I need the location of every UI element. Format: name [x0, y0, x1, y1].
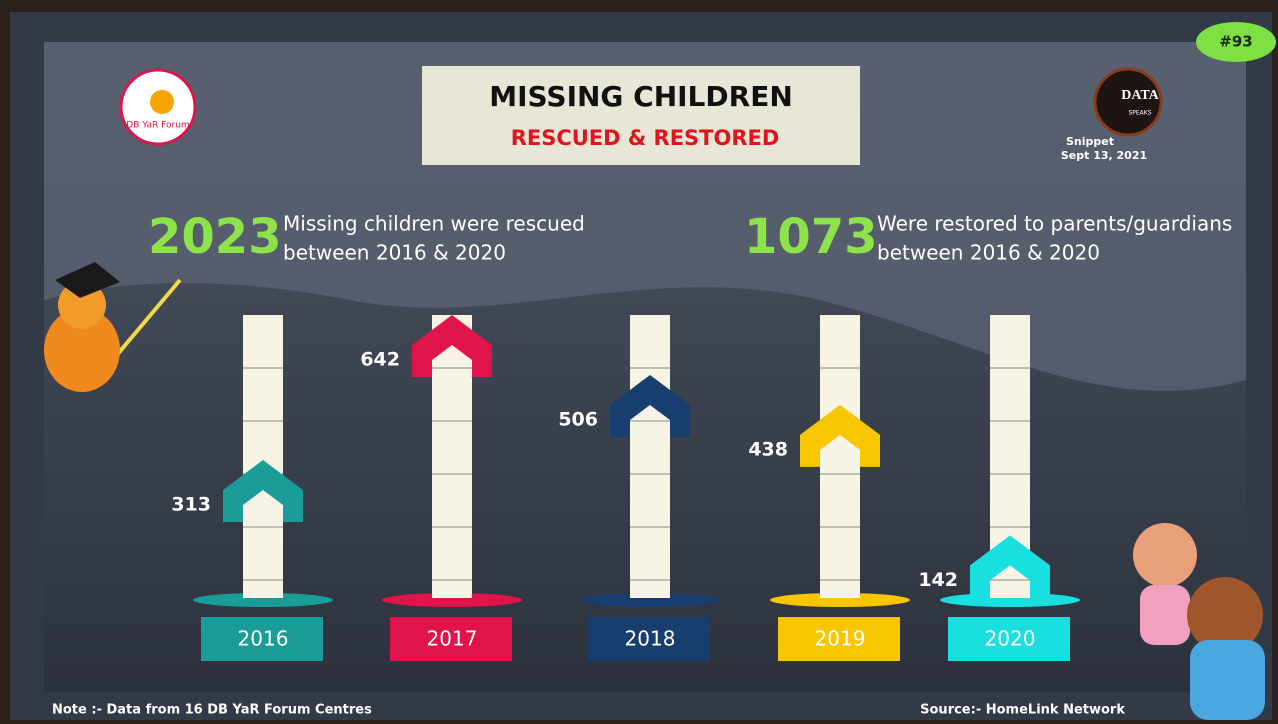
- highlight-text: between 2016 & 2020: [283, 241, 506, 265]
- year-box: [588, 617, 710, 661]
- subtitle: RESCUED & RESTORED: [511, 126, 780, 150]
- year-label: 2017: [427, 627, 478, 651]
- year-label: 2018: [625, 627, 676, 651]
- column-base: [580, 593, 720, 607]
- year-box: [390, 617, 512, 661]
- arrow: [610, 374, 690, 437]
- year-label: 2016: [238, 627, 289, 651]
- mascot: [44, 262, 182, 392]
- arrow: [412, 315, 492, 377]
- arrow: [223, 460, 303, 523]
- date: Sept 13, 2021: [1061, 149, 1147, 162]
- value-label: 313: [171, 494, 211, 516]
- snippet: Snippet: [1066, 135, 1114, 148]
- value-label: 142: [918, 569, 958, 591]
- year-box: [948, 617, 1070, 661]
- highlight-text: between 2016 & 2020: [877, 241, 1100, 265]
- logo-right: [1093, 67, 1163, 137]
- title: MISSING CHILDREN: [489, 80, 793, 113]
- badge-text: #93: [1219, 33, 1252, 51]
- highlight-text: Missing children were rescued: [283, 212, 585, 236]
- source: Source:- HomeLink Network: [920, 703, 1125, 718]
- year-label: 2019: [815, 627, 866, 651]
- logo-right-text: DATA: [1121, 88, 1159, 103]
- column-base: [382, 593, 522, 607]
- wave: [44, 42, 1246, 391]
- highlight-number: 1073: [744, 209, 878, 265]
- value-label: 506: [558, 408, 598, 430]
- logo-left-text: DB YaR Forum: [126, 121, 189, 131]
- column: [820, 315, 860, 598]
- logo-right-sub: SPEAKS: [1128, 110, 1151, 117]
- column: [243, 315, 283, 598]
- column: [630, 315, 670, 598]
- note: Note :- Data from 16 DB YaR Forum Centre…: [52, 703, 372, 718]
- year-label: 2020: [985, 627, 1036, 651]
- year-box: [778, 617, 900, 661]
- year-box: [201, 617, 323, 661]
- column-base: [193, 593, 333, 607]
- column-base: [770, 593, 910, 607]
- column: [432, 315, 472, 598]
- highlight-number: 2023: [148, 209, 282, 265]
- value-label: 438: [748, 438, 788, 460]
- title-box: [422, 66, 860, 165]
- value-label: 642: [360, 349, 400, 371]
- logo-icon: [150, 90, 174, 114]
- arrow: [800, 404, 880, 467]
- children: [1133, 523, 1265, 720]
- arrow: [970, 535, 1050, 598]
- badge: [1196, 22, 1276, 62]
- highlight-text: Were restored to parents/guardians: [877, 212, 1232, 236]
